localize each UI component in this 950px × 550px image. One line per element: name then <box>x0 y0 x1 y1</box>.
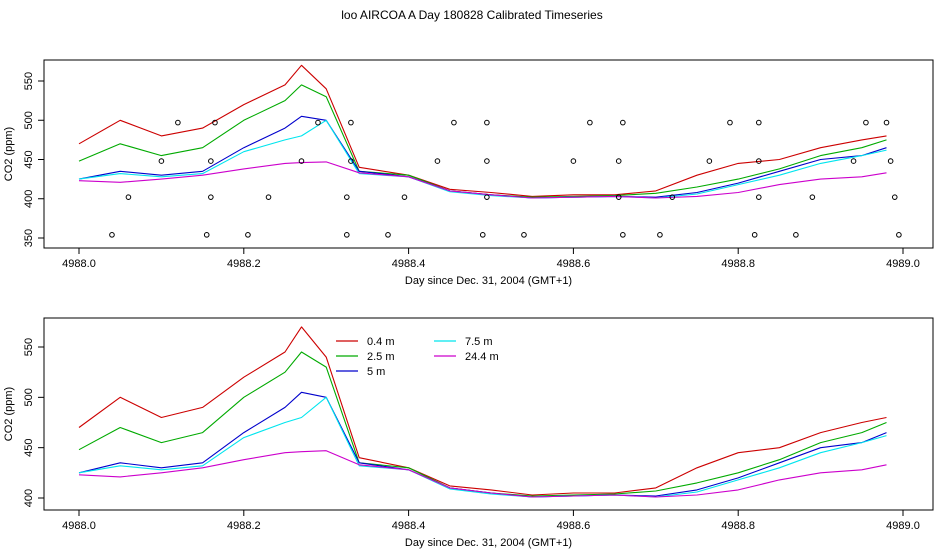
marker-point <box>484 194 490 200</box>
figure-title: loo AIRCOA A Day 180828 Calibrated Times… <box>341 8 602 22</box>
x-tick-label: 4989.0 <box>886 258 920 270</box>
marker-point <box>756 119 762 126</box>
marker-point <box>125 194 132 200</box>
marker-point <box>109 232 115 238</box>
marker-point <box>203 232 210 238</box>
series-line-2-5-m <box>78 84 887 198</box>
marker-point <box>521 232 527 238</box>
marker-point <box>587 119 593 126</box>
y-tick-label: 500 <box>23 111 35 129</box>
marker-point <box>657 232 663 238</box>
marker-point <box>863 119 869 126</box>
marker-point <box>891 194 898 200</box>
marker-point <box>479 232 486 238</box>
marker-point <box>298 158 305 164</box>
marker-point <box>570 158 577 164</box>
marker-point <box>315 119 321 126</box>
marker-point <box>348 119 354 126</box>
legend-label: 24.4 m <box>465 351 499 363</box>
marker-point <box>434 158 441 164</box>
marker-point <box>348 158 354 164</box>
series-line-0-4-m <box>78 64 887 197</box>
x-axis-label: Day since Dec. 31, 2004 (GMT+1) <box>405 275 572 287</box>
y-tick-label: 400 <box>23 190 35 208</box>
x-tick-label: 4988.8 <box>721 520 755 532</box>
marker-point <box>208 194 214 200</box>
marker-point <box>615 194 622 200</box>
x-tick-label: 4988.0 <box>62 258 96 270</box>
marker-point <box>245 232 251 238</box>
x-tick-label: 4988.6 <box>557 520 591 532</box>
y-tick-label: 450 <box>23 438 35 456</box>
plot-frame <box>43 317 934 511</box>
x-tick-label: 4988.6 <box>557 258 591 270</box>
x-tick-label: 4988.4 <box>392 258 426 270</box>
marker-point <box>620 232 626 238</box>
y-axis-label: CO2 (ppm) <box>3 387 15 441</box>
x-tick-label: 4988.0 <box>62 520 96 532</box>
panel-2: 4988.0 4988.2 4988.4 4988.6 4988.8 4989.0 400 4… <box>3 317 934 549</box>
x-axis-label: Day since Dec. 31, 2004 (GMT+1) <box>405 537 572 549</box>
marker-point <box>344 232 350 238</box>
marker-point <box>756 194 762 200</box>
marker-point <box>706 158 713 164</box>
marker-point <box>756 158 762 164</box>
marker-point <box>669 194 676 200</box>
y-tick-label: 400 <box>23 489 35 507</box>
x-tick-label: 4988.2 <box>227 520 261 532</box>
series-line-2-5-m <box>78 351 887 497</box>
legend-label: 2.5 m <box>367 351 395 363</box>
marker-point <box>212 119 218 126</box>
marker-point <box>385 232 391 238</box>
series-line-24-4-m <box>78 161 887 199</box>
marker-point <box>620 119 626 126</box>
x-tick-label: 4989.0 <box>886 520 920 532</box>
marker-point <box>751 232 758 238</box>
series-line-24-4-m <box>78 450 887 498</box>
marker-point <box>887 158 894 164</box>
marker-point <box>727 119 733 126</box>
marker-point <box>451 119 457 126</box>
marker-point <box>344 194 350 200</box>
marker-point <box>484 119 490 126</box>
plot-frame <box>43 59 934 249</box>
legend-label: 0.4 m <box>367 336 395 348</box>
series-line-0-4-m <box>78 326 887 496</box>
marker-point <box>896 232 902 238</box>
series-line-7-5-m <box>78 396 887 498</box>
marker-point <box>265 194 272 200</box>
marker-point <box>793 232 799 238</box>
marker-point <box>484 158 490 164</box>
x-tick-label: 4988.2 <box>227 258 261 270</box>
y-tick-label: 500 <box>23 388 35 406</box>
marker-point <box>809 194 816 200</box>
marker-point <box>401 194 408 200</box>
y-tick-label: 550 <box>23 72 35 90</box>
x-tick-label: 4988.4 <box>392 520 426 532</box>
marker-point <box>158 158 165 164</box>
marker-point <box>850 158 857 164</box>
marker-point <box>883 119 890 126</box>
legend-label: 7.5 m <box>465 336 493 348</box>
panel-1: 4988.0 4988.2 4988.4 4988.6 4988.8 4989.0 350 4… <box>3 59 934 287</box>
y-tick-label: 550 <box>23 338 35 356</box>
marker-point <box>615 158 622 164</box>
legend-label: 5 m <box>367 366 385 378</box>
y-axis-label: CO2 (ppm) <box>3 127 15 181</box>
marker-point <box>208 158 214 164</box>
y-tick-label: 450 <box>23 150 35 168</box>
x-tick-label: 4988.8 <box>721 258 755 270</box>
series-line-7-5-m <box>78 119 887 199</box>
marker-point <box>175 119 181 126</box>
y-tick-label: 350 <box>23 229 35 247</box>
